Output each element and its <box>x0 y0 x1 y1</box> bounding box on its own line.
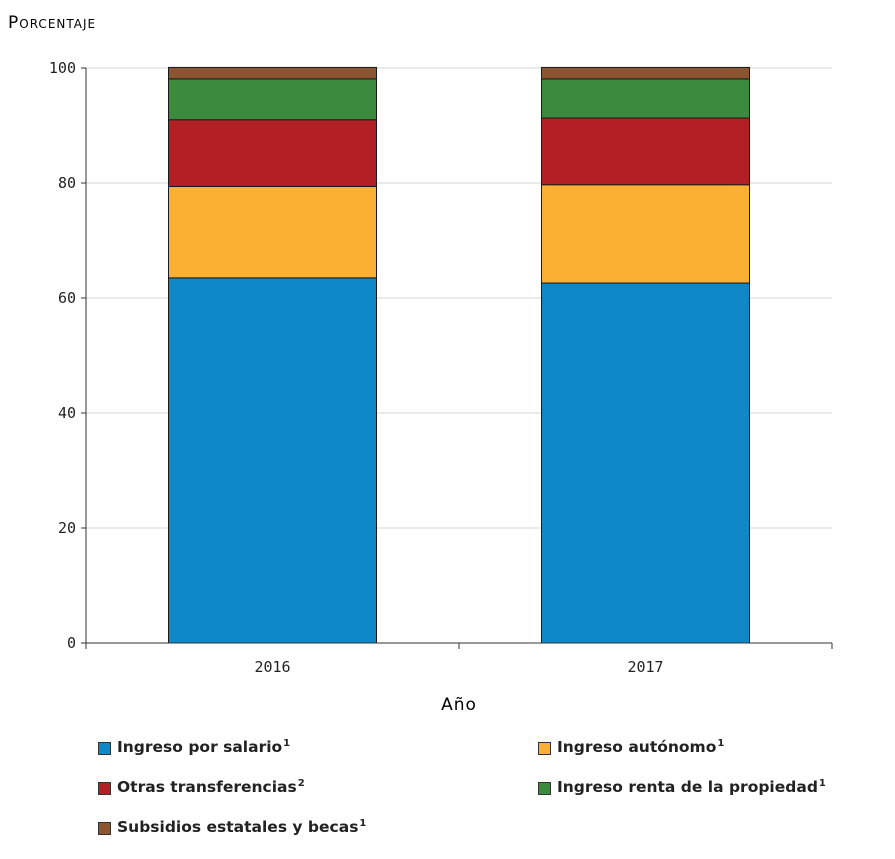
y-tick-label: 40 <box>58 404 76 422</box>
legend-label: Subsidios estatales y becas1 <box>117 817 367 836</box>
chart: Porcentaje 0 20 40 60 80 100 2016 2017 Año <box>8 13 833 715</box>
bar-segment <box>168 119 377 187</box>
legend-swatch <box>538 782 551 795</box>
legend-swatch <box>98 822 111 835</box>
bars <box>168 66 750 644</box>
x-tick-label: 2016 <box>254 658 290 676</box>
legend-footnote-mark: 1 <box>359 817 367 829</box>
y-tick-label: 20 <box>58 519 76 537</box>
legend-label: Ingreso renta de la propiedad1 <box>557 777 826 796</box>
bar-segment <box>541 184 750 284</box>
legend-swatch <box>98 742 111 755</box>
legend-swatch <box>98 782 111 795</box>
bar-segment <box>168 185 377 279</box>
legend-footnote-mark: 1 <box>717 737 725 749</box>
legend-swatch <box>538 742 551 755</box>
legend-item: Otras transferencias2 <box>98 778 305 796</box>
bar-segment <box>168 66 377 80</box>
legend-label: Ingreso por salario1 <box>117 737 291 756</box>
y-tick-label: 80 <box>58 174 76 192</box>
legend-footnote-mark: 2 <box>297 777 305 789</box>
x-tick-label: 2017 <box>627 658 663 676</box>
bar-segment <box>541 66 750 80</box>
legend-item: Subsidios estatales y becas1 <box>98 818 366 836</box>
y-tick-label: 0 <box>67 634 76 652</box>
tick-labels: 0 20 40 60 80 100 2016 2017 <box>49 59 833 676</box>
bar-segment <box>541 78 750 119</box>
bar-segment <box>168 277 377 644</box>
legend-label: Otras transferencias2 <box>117 777 305 796</box>
y-tick-label: 100 <box>49 59 76 77</box>
legend-label: Ingreso autónomo1 <box>557 737 725 756</box>
x-axis-title: Año <box>441 695 477 715</box>
legend-footnote-mark: 1 <box>818 777 826 789</box>
legend-item: Ingreso autónomo1 <box>538 738 724 756</box>
legend-footnote-mark: 1 <box>283 737 291 749</box>
bar-segment <box>541 117 750 186</box>
bar-segment <box>541 282 750 644</box>
legend-item: Ingreso renta de la propiedad1 <box>538 778 826 796</box>
legend-item: Ingreso por salario1 <box>98 738 290 756</box>
y-tick-label: 60 <box>58 289 76 307</box>
y-axis-title: Porcentaje <box>8 13 96 33</box>
bar-segment <box>168 78 377 121</box>
